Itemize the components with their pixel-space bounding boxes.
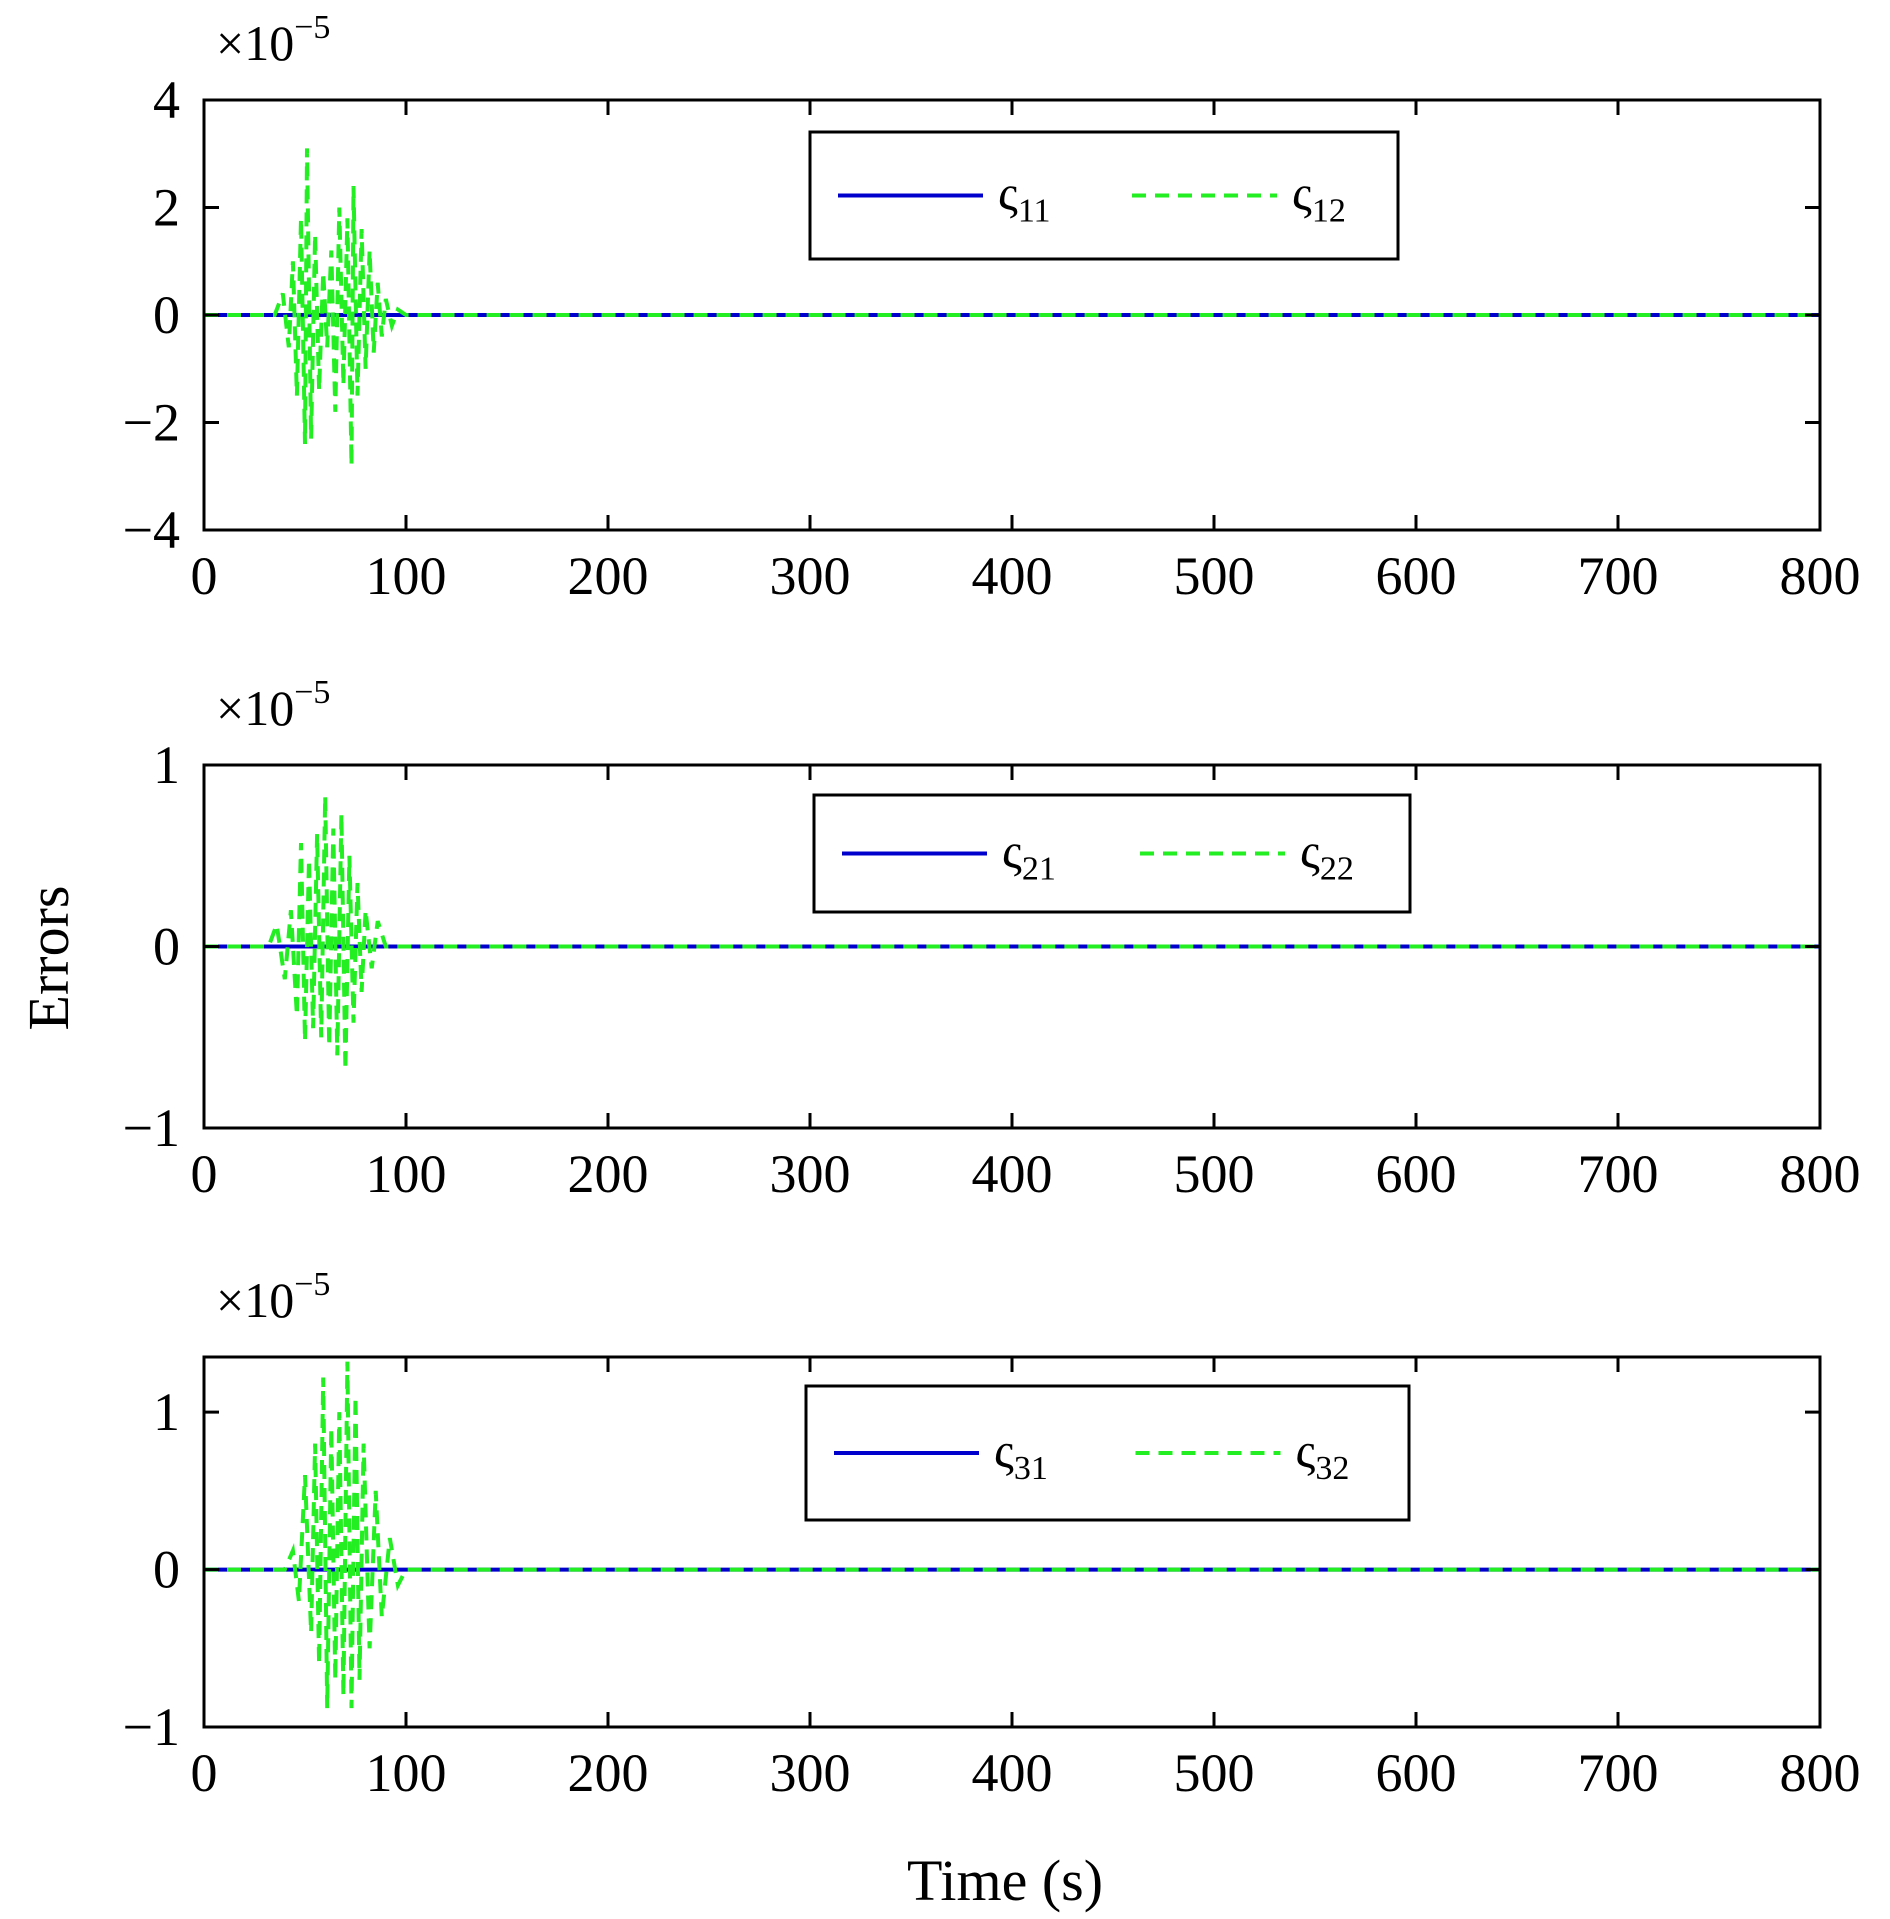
x-tick-label: 200 — [568, 546, 649, 606]
y-tick-label: 4 — [153, 70, 180, 130]
axis-multiplier-exponent: −5 — [294, 9, 330, 46]
x-tick-label: 300 — [770, 546, 851, 606]
legend-subscript: 22 — [1320, 851, 1354, 888]
y-tick-label: 2 — [153, 178, 180, 238]
y-axis-title: Errors — [16, 886, 81, 1031]
series-group — [204, 795, 1820, 1070]
series-line-22 — [204, 795, 1820, 1070]
legend: ς11 ς12 — [808, 130, 1400, 261]
x-tick-label: 100 — [366, 1743, 447, 1803]
axis-multiplier-exponent: −5 — [294, 1266, 330, 1303]
x-tick-label: 700 — [1578, 1144, 1659, 1204]
legend-label-31: ς31 — [994, 1422, 1048, 1487]
y-tick-label: −1 — [123, 1098, 180, 1158]
x-tick-label: 400 — [972, 1144, 1053, 1204]
series-line-32 — [204, 1361, 1820, 1709]
x-tick-label: 500 — [1174, 546, 1255, 606]
axis-multiplier-exponent: −5 — [294, 674, 330, 711]
axis-multiplier: ×10−5 — [216, 9, 330, 71]
y-tick-label: 0 — [153, 917, 180, 977]
legend-subscript: 31 — [1014, 1450, 1048, 1487]
legend: ς31 ς32 — [804, 1384, 1411, 1522]
x-tick-label: 600 — [1376, 1144, 1457, 1204]
x-axis-title: Time (s) — [907, 1848, 1103, 1913]
x-tick-label: 0 — [191, 546, 218, 606]
x-tick-label: 300 — [770, 1144, 851, 1204]
subplots: 0 100 200 300 400 500 600 700 800−4−2024×10−5ς11… — [123, 9, 1861, 1803]
x-tick-label: 800 — [1780, 546, 1861, 606]
x-tick-label: 0 — [191, 1144, 218, 1204]
y-tick-label: 0 — [153, 1540, 180, 1600]
x-tick-label: 100 — [366, 546, 447, 606]
y-tick-label: 0 — [153, 285, 180, 345]
axis-multiplier: ×10−5 — [216, 674, 330, 736]
legend-subscript: 11 — [1018, 193, 1051, 230]
x-tick-label: 100 — [366, 1144, 447, 1204]
legend: ς21 ς22 — [812, 793, 1412, 914]
x-tick-label: 800 — [1780, 1743, 1861, 1803]
y-tick-label: −1 — [123, 1697, 180, 1757]
y-tick-label: 1 — [153, 1382, 180, 1442]
x-tick-label: 400 — [972, 546, 1053, 606]
legend-subscript: 12 — [1312, 193, 1346, 230]
x-tick-label: 600 — [1376, 546, 1457, 606]
subplot-1: 0 100 200 300 400 500 600 700 800 −4 −2 0 2 4 ×10−5 ς11… — [123, 9, 1861, 606]
x-tick-label: 400 — [972, 1743, 1053, 1803]
x-tick-label: 700 — [1578, 546, 1659, 606]
legend-subscript: 32 — [1315, 1450, 1349, 1487]
axis-multiplier: ×10−5 — [216, 1266, 330, 1328]
x-tick-label: 200 — [568, 1144, 649, 1204]
legend-subscript: 21 — [1022, 851, 1056, 888]
series-group — [204, 1361, 1820, 1709]
series-line-12 — [204, 148, 1820, 466]
x-tick-label: 500 — [1174, 1743, 1255, 1803]
x-tick-label: 300 — [770, 1743, 851, 1803]
x-tick-label: 200 — [568, 1743, 649, 1803]
x-tick-label: 500 — [1174, 1144, 1255, 1204]
series-group — [204, 148, 1820, 466]
x-tick-label: 600 — [1376, 1743, 1457, 1803]
x-tick-label: 0 — [191, 1743, 218, 1803]
y-tick-label: 1 — [153, 735, 180, 795]
x-tick-label: 800 — [1780, 1144, 1861, 1204]
y-tick-label: −2 — [123, 393, 180, 453]
y-tick-label: −4 — [123, 500, 180, 560]
x-tick-label: 700 — [1578, 1743, 1659, 1803]
